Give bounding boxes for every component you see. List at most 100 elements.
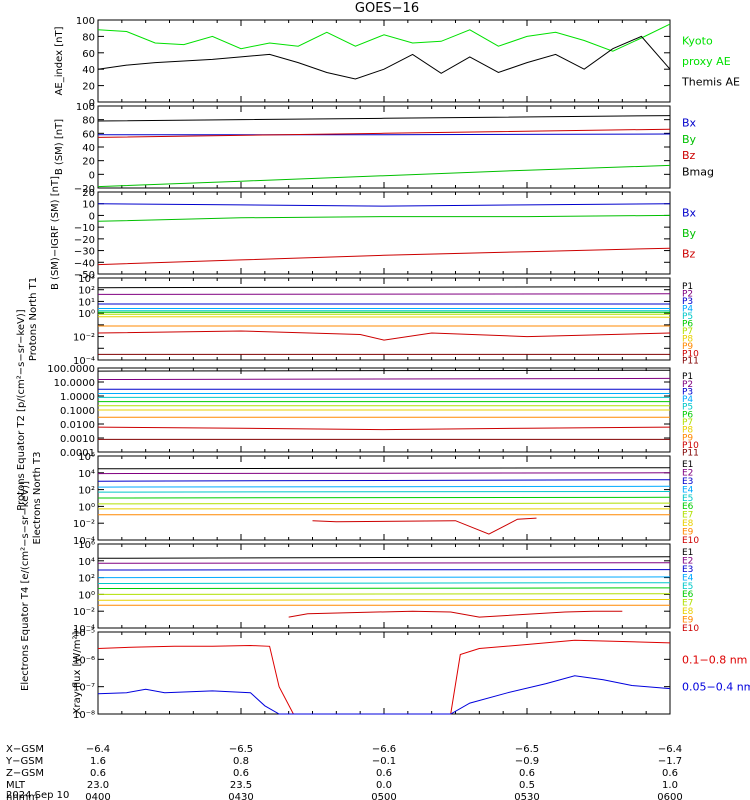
footer-value: 0.6 [376, 768, 392, 779]
legend-entry: P10 [682, 441, 699, 451]
legend-entry: P7 [682, 418, 693, 428]
y-tick-label: 60 [82, 129, 95, 140]
y-tick-label: 0.0100 [60, 420, 95, 431]
series-line-e6 [97, 587, 671, 589]
legend-entry: P2 [682, 380, 693, 390]
footer-value: 23.0 [87, 780, 109, 791]
y-tick-label: 10⁻² [73, 333, 95, 344]
footer-value: −6.4 [86, 744, 110, 755]
footer-row-label: MLT [6, 780, 26, 791]
footer-value: −6.5 [229, 744, 253, 755]
legend-entry: P1 [682, 372, 693, 382]
series-line-by [97, 214, 671, 222]
y-tick-label: −20 [74, 184, 95, 195]
legend-entry: P2 [682, 290, 693, 300]
y-tick-label: 10⁻² [73, 519, 95, 530]
footer-value: −0.9 [515, 756, 539, 767]
series-line-0-05-0-4-nm [97, 675, 671, 715]
series-line-bz [97, 247, 671, 266]
legend-entry: Kyoto [682, 35, 713, 48]
y-axis-label: Electrons Equator T4 [e/(cm²−s−sr−keV)] [20, 481, 31, 691]
y-axis-label: Protons Equator T2 [p/(cm²−s−sr−keV)] [16, 309, 27, 511]
legend-entry: E2 [682, 469, 693, 479]
y-tick-label: 10⁻⁴ [73, 356, 95, 367]
y-tick-label: 10.0000 [54, 378, 95, 389]
y-tick-label: 10² [78, 286, 95, 297]
legend-entry: E3 [682, 565, 693, 575]
series-line-e5 [97, 491, 671, 493]
legend-entry: E5 [682, 582, 693, 592]
legend-entry: P6 [682, 319, 693, 329]
y-tick-label: 10 [82, 200, 95, 211]
footer-value: −0.1 [372, 756, 396, 767]
y-tick-label: 40 [82, 143, 95, 154]
y-axis-label: AE_index [nT] [54, 26, 65, 95]
y-tick-label: 10⁻⁵ [73, 628, 95, 639]
legend-entry: E7 [682, 511, 693, 521]
legend-entry: E3 [682, 477, 693, 487]
y-tick-label: 20 [82, 82, 95, 93]
legend-entry: P8 [682, 334, 693, 344]
y-tick-label: 40 [82, 65, 95, 76]
legend-entry: Bx [682, 116, 697, 129]
y-tick-label: −20 [74, 235, 95, 246]
y-axis-label: B (SM) [nT] [54, 119, 65, 175]
footer-value: 0.6 [519, 768, 535, 779]
series-line-p8 [97, 316, 671, 318]
legend-entry: Bmag [682, 166, 714, 179]
series-line-bx [98, 133, 671, 136]
y-tick-label: 10² [78, 574, 95, 585]
y-tick-label: 10⁻⁴ [73, 624, 95, 635]
series-line-e3 [97, 479, 671, 482]
footer-value: 0530 [514, 792, 539, 800]
legend-entry: E2 [682, 557, 693, 567]
series-line-by [97, 164, 671, 188]
y-tick-label: −30 [74, 247, 95, 258]
series-line-kyoto-proxy-ae [97, 23, 671, 52]
legend-entry: P11 [682, 449, 699, 459]
y-tick-label: 100.0000 [47, 364, 95, 375]
legend-entry: P10 [682, 349, 699, 359]
legend-entry: E1 [682, 548, 693, 558]
y-tick-label: 100 [76, 16, 95, 27]
legend-entry: E4 [682, 485, 694, 495]
series-line-p2 [97, 377, 671, 380]
legend-entry: P1 [682, 282, 693, 292]
legend-entry: E10 [682, 624, 699, 634]
series-line-bx [97, 203, 671, 207]
legend-entry: P8 [682, 426, 693, 436]
footer-value: 0.8 [233, 756, 249, 767]
y-tick-label: 60 [82, 49, 95, 60]
panel-frame [97, 631, 671, 715]
y-tick-label: 10¹ [78, 297, 95, 308]
legend-entry: P9 [682, 342, 693, 352]
series-line-p1 [97, 369, 671, 372]
y-tick-label: 10⁻⁷ [73, 683, 95, 694]
panel-1: 0 20 40 60 80 100 AE_index [nT] Kyoto proxy AE Th… [54, 16, 740, 109]
panel-5: 0.0001 0.0010 0.0100 0.1000 1.0000 10.0000 100… [16, 309, 699, 511]
y-tick-label: 10⁻⁶ [73, 655, 95, 666]
legend-entry: E5 [682, 494, 693, 504]
legend-entry: E6 [682, 590, 694, 600]
y-axis-label: B (SM)−IGRF (SM) [nT] [50, 176, 61, 290]
series-line-e6 [97, 496, 671, 499]
y-tick-label: 0.1000 [60, 406, 95, 417]
legend-entry: P4 [682, 395, 693, 405]
series-line-e10 [312, 517, 537, 535]
series-line-e2 [97, 562, 671, 564]
y-tick-label: 0 [89, 170, 95, 181]
legend-entry: P5 [682, 312, 693, 322]
footer-row-label: X−GSM [6, 744, 44, 755]
legend-entry: P7 [682, 327, 693, 337]
y-tick-label: 10⁻⁴ [73, 536, 95, 547]
series-line-e1 [97, 556, 671, 559]
legend-entry: E8 [682, 519, 694, 529]
y-tick-label: −10 [74, 223, 95, 234]
legend-entry: E6 [682, 502, 694, 512]
footer-value: 0430 [228, 792, 253, 800]
series-line-e8 [97, 599, 671, 601]
legend-entry: P5 [682, 403, 693, 413]
y-tick-label: 10⁶ [78, 540, 95, 551]
